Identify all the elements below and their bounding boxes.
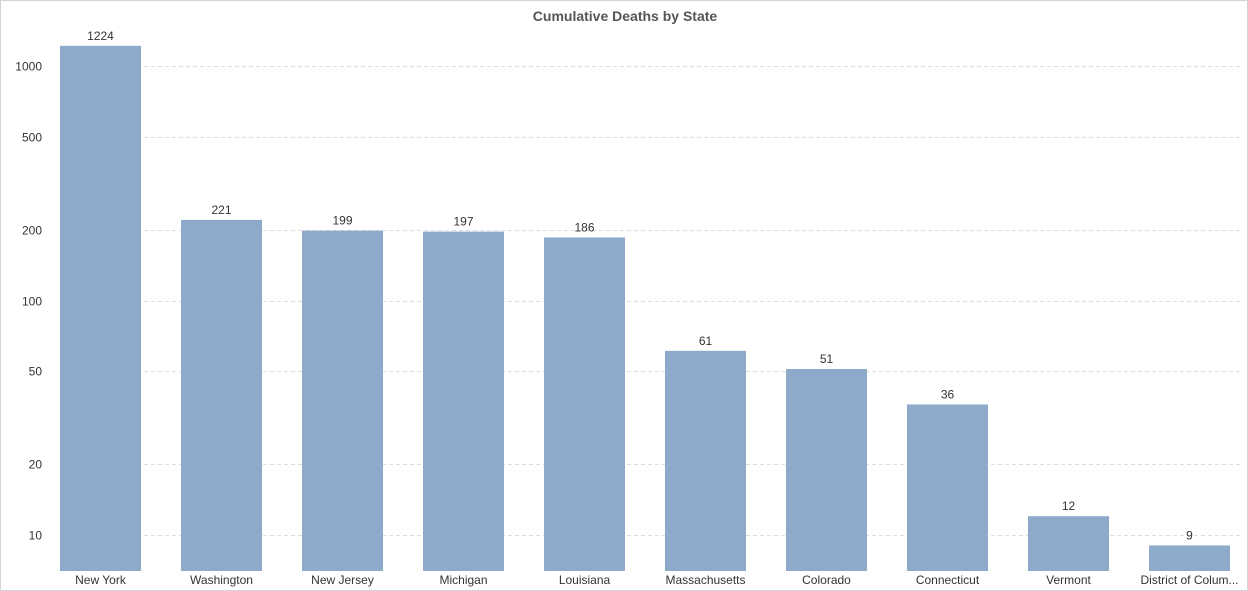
x-tick-label: New Jersey [311,573,374,587]
y-tick-label: 20 [29,458,43,472]
data-label: 36 [941,387,955,401]
data-label: 221 [211,203,231,217]
x-tick-label: Louisiana [559,573,611,587]
y-tick-label: 200 [22,224,42,238]
y-tick-label: 500 [22,131,42,145]
bar[interactable] [544,237,625,571]
y-tick-label: 100 [22,295,42,309]
bar[interactable] [302,230,383,572]
x-tick-label: Vermont [1046,573,1091,587]
bar[interactable] [786,369,867,571]
data-label: 51 [820,352,834,366]
x-tick-label: Michigan [439,573,487,587]
bar[interactable] [1028,516,1109,571]
bars [60,45,1230,572]
x-tick-label: Colorado [802,573,851,587]
data-label: 199 [332,214,352,228]
x-tick-label: New York [75,573,127,587]
data-label: 9 [1186,528,1193,542]
bar[interactable] [907,404,988,571]
data-label: 186 [574,220,594,234]
data-label: 197 [453,215,473,229]
y-axis-tick-labels: 10 20 50 100 200 500 1000 [15,60,42,543]
data-label: 61 [699,334,713,348]
y-tick-label: 50 [29,365,43,379]
x-axis-category-labels: New York Washington New Jersey Michigan Loui… [75,573,1238,587]
y-tick-label: 1000 [15,60,42,74]
bar[interactable] [423,231,504,572]
chart-title: Cumulative Deaths by State [532,8,718,24]
x-tick-label: Massachusetts [665,573,745,587]
data-label: 1224 [87,29,114,43]
bar[interactable] [181,219,262,571]
data-label: 12 [1062,499,1076,513]
bar[interactable] [60,45,141,572]
y-tick-label: 10 [29,529,43,543]
data-labels: 1224 221 199 197 186 61 51 36 12 9 [87,29,1193,543]
x-tick-label: Connecticut [916,573,980,587]
x-tick-label: Washington [190,573,253,587]
bar[interactable] [665,350,746,571]
bar[interactable] [1149,545,1230,571]
x-tick-label: District of Colum... [1140,573,1238,587]
